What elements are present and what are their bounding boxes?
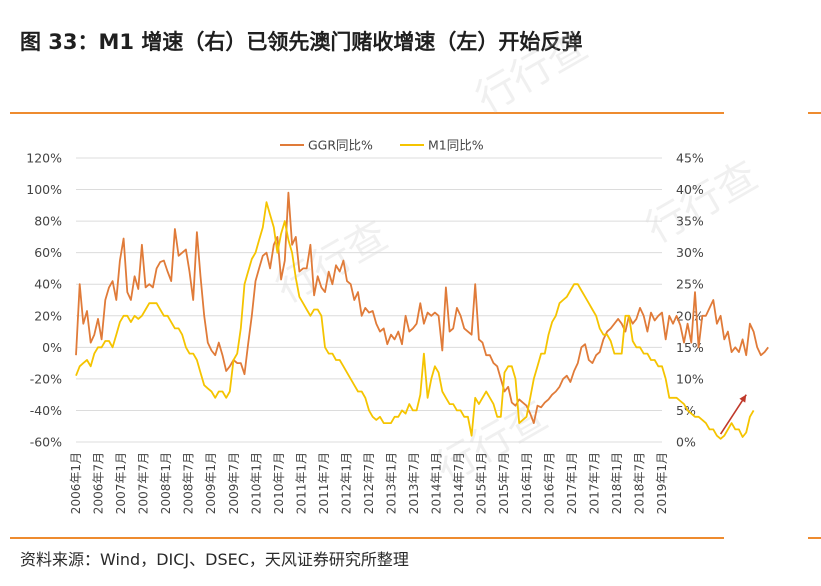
right-tick-label: 10% <box>676 371 704 386</box>
legend: GGR同比% M1同比% <box>280 138 484 153</box>
x-tick-label: 2009年7月 <box>227 452 241 514</box>
left-tick-label: 60% <box>34 245 62 260</box>
x-tick-label: 2014年1月 <box>430 452 444 514</box>
x-tick-label: 2012年7月 <box>362 452 376 514</box>
x-tick-label: 2007年1月 <box>114 452 128 514</box>
left-tick-label: 0% <box>42 340 62 355</box>
annotation <box>719 394 747 435</box>
x-tick-label: 2006年1月 <box>69 452 83 514</box>
right-axis-ticks: 0%5%10%15%20%25%30%35%40%45% <box>676 151 704 450</box>
x-tick-label: 2016年7月 <box>542 452 556 514</box>
left-tick-label: -20% <box>30 371 62 386</box>
source-note: 资料来源：Wind，DICJ、DSEC，天风证券研究所整理 <box>20 550 409 569</box>
x-tick-label: 2018年7月 <box>632 452 646 514</box>
x-tick-label: 2013年1月 <box>385 452 399 514</box>
x-tick-label: 2011年1月 <box>294 452 308 514</box>
left-tick-label: 40% <box>34 277 62 292</box>
x-tick-label: 2017年7月 <box>587 452 601 514</box>
left-tick-label: -40% <box>30 403 62 418</box>
right-tick-label: 20% <box>676 308 704 323</box>
top-divider-stub <box>808 112 821 114</box>
x-tick-label: 2016年1月 <box>520 452 534 514</box>
left-axis-ticks: -60% -40% -20% 0% 20% 40% 60% 80% 100% 120% <box>26 151 62 450</box>
bottom-divider-stub <box>808 537 821 539</box>
right-tick-label: 0% <box>676 435 696 450</box>
right-tick-label: 45% <box>676 151 704 166</box>
x-tick-label: 2010年7月 <box>272 452 286 514</box>
series-line <box>75 201 755 440</box>
left-tick-label: 20% <box>34 308 62 323</box>
x-tick-label: 2015年7月 <box>497 452 511 514</box>
x-tick-label: 2015年1月 <box>475 452 489 514</box>
x-tick-label: 2017年1月 <box>565 452 579 514</box>
bottom-divider <box>10 537 724 539</box>
legend-label: GGR同比% <box>308 138 373 153</box>
x-tick-label: 2018年1月 <box>610 452 624 514</box>
x-axis-ticks: 2006年1月 2006年7月 2007年1月 2007年7月 2008年1月 2008年… <box>69 452 669 514</box>
right-tick-label: 25% <box>676 277 704 292</box>
right-tick-label: 40% <box>676 182 704 197</box>
annotation-arrow-shaft <box>719 394 747 435</box>
annotation-arrow-head <box>739 394 747 403</box>
left-tick-label: 100% <box>26 182 62 197</box>
x-tick-label: 2012年1月 <box>339 452 353 514</box>
x-tick-label: 2007年7月 <box>137 452 151 514</box>
legend-label: M1同比% <box>428 138 484 153</box>
right-tick-label: 35% <box>676 214 704 229</box>
x-tick-label: 2011年7月 <box>317 452 331 514</box>
x-tick-label: 2009年1月 <box>204 452 218 514</box>
figure-title: 图 33：M1 增速（右）已领先澳门赌收增速（左）开始反弹 <box>20 30 583 54</box>
x-tick-label: 2008年7月 <box>182 452 196 514</box>
grid-lines <box>76 157 662 443</box>
left-tick-label: -60% <box>30 435 62 450</box>
left-tick-label: 80% <box>34 214 62 229</box>
right-tick-label: 30% <box>676 245 704 260</box>
x-tick-label: 2014年7月 <box>452 452 466 514</box>
top-divider <box>10 112 724 114</box>
series-line <box>75 191 769 424</box>
left-tick-label: 120% <box>26 151 62 166</box>
x-tick-label: 2019年1月 <box>655 452 669 514</box>
series-lines <box>75 191 769 440</box>
right-tick-label: 15% <box>676 340 704 355</box>
x-tick-label: 2008年1月 <box>159 452 173 514</box>
x-tick-label: 2010年1月 <box>249 452 263 514</box>
x-tick-label: 2013年7月 <box>407 452 421 514</box>
x-tick-label: 2006年7月 <box>92 452 106 514</box>
